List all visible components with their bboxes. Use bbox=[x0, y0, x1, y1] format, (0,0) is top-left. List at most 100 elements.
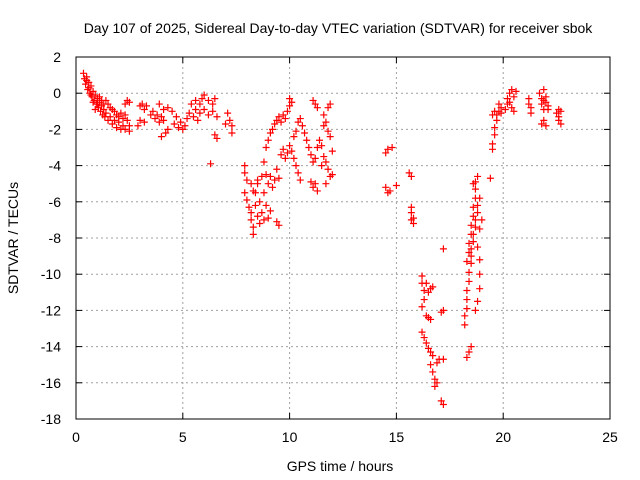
data-point-marker bbox=[491, 124, 499, 132]
data-point-marker bbox=[495, 100, 503, 108]
data-point-marker bbox=[147, 111, 155, 119]
data-point-marker bbox=[489, 140, 497, 148]
data-point-marker bbox=[320, 111, 328, 119]
data-point-marker bbox=[420, 286, 428, 294]
data-point-marker bbox=[508, 104, 516, 112]
x-tick-labels: 0 5 10 15 20 25 bbox=[72, 429, 618, 445]
data-point-marker bbox=[290, 154, 298, 162]
data-point-marker bbox=[279, 145, 287, 153]
data-point-marker bbox=[433, 379, 441, 387]
data-point-marker bbox=[89, 98, 97, 106]
data-point-marker bbox=[407, 216, 415, 224]
data-point-marker bbox=[540, 116, 548, 124]
data-point-marker bbox=[192, 96, 200, 104]
data-point-marker bbox=[328, 147, 336, 155]
data-point-marker bbox=[294, 118, 302, 126]
y-tick-labels: 2 0 -2 -4 -6 -8 -10 -12 -14 -16 -18 bbox=[41, 49, 61, 427]
data-point-marker bbox=[465, 277, 473, 285]
data-point-marker bbox=[439, 401, 447, 409]
data-point-marker bbox=[469, 238, 477, 246]
data-point-marker bbox=[119, 115, 127, 123]
data-point-marker bbox=[305, 144, 313, 151]
data-point-marker bbox=[275, 113, 283, 121]
data-point-marker bbox=[474, 243, 482, 251]
data-point-marker bbox=[313, 104, 321, 112]
data-point-marker bbox=[260, 189, 268, 197]
data-point-marker bbox=[555, 116, 563, 124]
data-point-marker bbox=[277, 118, 285, 126]
data-point-marker bbox=[104, 100, 112, 108]
data-point-marker bbox=[172, 113, 180, 121]
data-point-marker bbox=[110, 116, 118, 124]
data-point-marker bbox=[422, 279, 430, 287]
data-point-marker bbox=[307, 151, 315, 159]
data-point-marker bbox=[277, 151, 285, 159]
data-point-marker bbox=[160, 105, 168, 113]
data-point-marker bbox=[467, 221, 475, 229]
y-tick-label: -18 bbox=[41, 411, 61, 427]
data-point-marker bbox=[322, 158, 330, 166]
data-point-marker bbox=[164, 125, 172, 133]
data-point-marker bbox=[431, 375, 439, 383]
data-point-marker bbox=[189, 113, 197, 121]
data-point-marker bbox=[125, 127, 133, 135]
data-point-marker bbox=[87, 91, 95, 99]
data-point-marker bbox=[207, 160, 215, 168]
data-point-marker bbox=[226, 116, 234, 124]
data-point-marker bbox=[311, 180, 319, 188]
data-point-marker bbox=[510, 107, 518, 115]
data-point-marker bbox=[437, 397, 445, 405]
data-point-marker bbox=[254, 212, 262, 220]
x-tick-label: 5 bbox=[179, 429, 187, 445]
chart-title: Day 107 of 2025, Sidereal Day-to-day VTE… bbox=[84, 20, 594, 36]
grid-lines bbox=[76, 57, 610, 419]
data-point-marker bbox=[181, 122, 189, 130]
data-point-marker bbox=[125, 98, 133, 106]
data-point-marker bbox=[264, 136, 272, 144]
data-point-marker bbox=[288, 98, 296, 106]
data-point-marker bbox=[281, 115, 289, 123]
data-point-marker bbox=[418, 328, 426, 336]
data-point-marker bbox=[489, 111, 497, 119]
data-point-marker bbox=[168, 107, 176, 115]
x-tick-label: 10 bbox=[282, 429, 298, 445]
data-point-marker bbox=[465, 248, 473, 256]
data-point-marker bbox=[121, 100, 129, 108]
data-point-marker bbox=[264, 180, 272, 188]
data-point-marker bbox=[177, 118, 185, 126]
data-point-marker bbox=[309, 96, 317, 104]
data-point-marker bbox=[418, 303, 426, 311]
data-point-marker bbox=[322, 180, 330, 188]
data-point-marker bbox=[121, 125, 129, 133]
data-point-marker bbox=[286, 102, 294, 110]
data-point-marker bbox=[183, 115, 191, 123]
data-point-marker bbox=[544, 105, 552, 113]
data-point-marker bbox=[316, 136, 324, 144]
data-point-marker bbox=[318, 162, 326, 170]
data-point-marker bbox=[213, 134, 221, 142]
data-point-marker bbox=[198, 95, 206, 103]
data-point-marker bbox=[241, 162, 249, 170]
data-point-marker bbox=[247, 216, 255, 224]
data-point-marker bbox=[320, 153, 328, 161]
data-point-marker bbox=[256, 198, 264, 206]
data-point-marker bbox=[474, 201, 482, 209]
data-point-marker bbox=[262, 144, 270, 151]
data-point-marker bbox=[266, 172, 274, 180]
data-point-marker bbox=[196, 109, 204, 117]
data-point-marker bbox=[388, 144, 396, 151]
data-point-marker bbox=[228, 129, 236, 137]
data-point-marker bbox=[204, 111, 212, 119]
data-point-marker bbox=[527, 109, 535, 117]
data-point-marker bbox=[283, 107, 291, 115]
data-point-marker bbox=[153, 111, 161, 119]
data-point-marker bbox=[269, 125, 277, 133]
data-point-marker bbox=[471, 223, 479, 231]
data-point-marker bbox=[155, 118, 163, 126]
data-point-marker bbox=[427, 361, 435, 369]
data-point-marker bbox=[476, 225, 484, 233]
data-point-marker bbox=[290, 133, 298, 141]
data-point-marker bbox=[269, 183, 277, 191]
data-point-marker bbox=[409, 220, 417, 228]
